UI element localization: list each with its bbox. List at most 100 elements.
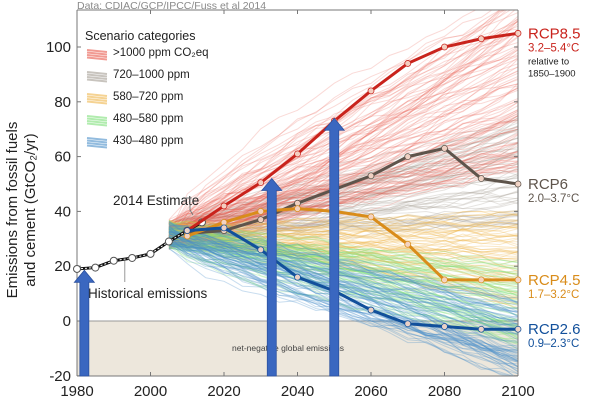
ensemble-line — [168, 36, 518, 232]
series-line-rcp26 — [187, 226, 518, 331]
y-axis-label: Emissions from fossil fuels and cement (G… — [4, 122, 39, 299]
estimate-leader — [185, 197, 194, 216]
ensemble-line — [168, 222, 518, 284]
y-tick-label: 100 — [46, 39, 71, 56]
ensemble-line — [168, 228, 518, 309]
series-note: 1850–1900 — [528, 68, 576, 79]
ensemble-line — [168, 231, 518, 351]
ensemble-line — [168, 23, 518, 247]
ensemble-line — [168, 238, 516, 376]
ensemble-line — [168, 244, 518, 288]
ensemble-line — [168, 83, 518, 221]
ensemble-line — [168, 234, 518, 321]
ensemble-line — [168, 223, 518, 326]
ensemble-line — [168, 244, 518, 313]
ensemble-line — [168, 230, 518, 363]
series-point — [404, 60, 412, 67]
ensemble-line — [168, 189, 518, 232]
ensemble-line — [168, 223, 518, 294]
ensemble-line — [168, 20, 518, 236]
ensemble-line — [168, 239, 518, 249]
ensemble-line — [168, 221, 518, 322]
up-arrow — [260, 177, 283, 377]
series-point — [257, 207, 265, 215]
ensemble-line — [168, 233, 518, 242]
ensemble-line — [168, 216, 518, 246]
ensemble-line — [168, 220, 518, 321]
data-source: Data: CDIAC/GCP/IPCC/Fuss et al 2014 — [77, 0, 266, 12]
ensemble-line — [168, 244, 518, 331]
y-tick-label: 0 — [63, 313, 71, 330]
ensemble-line — [168, 157, 518, 234]
ensemble-line — [168, 228, 518, 331]
ensemble-line — [168, 224, 518, 247]
ensemble-line — [168, 239, 518, 311]
ensemble-line — [168, 230, 518, 274]
ensemble-line — [168, 222, 518, 335]
ensemble-line — [168, 220, 518, 231]
ensemble-line — [168, 233, 518, 310]
estimate-annotation: 2014 Estimate — [113, 193, 199, 208]
ensemble-line — [168, 148, 518, 249]
ensemble-line — [168, 227, 518, 317]
ensemble-line — [168, 210, 518, 228]
ensemble-line — [168, 99, 518, 229]
ensemble-line — [168, 233, 518, 363]
ensemble-line — [168, 201, 518, 244]
ensemble-line — [168, 118, 518, 225]
ensemble-line — [168, 49, 518, 226]
series-point — [477, 325, 485, 333]
x-tick-label: 2080 — [428, 383, 461, 400]
ensemble-line — [168, 213, 518, 232]
ensemble-line — [168, 233, 518, 375]
ensemble-line — [168, 175, 518, 243]
ensemble-line — [168, 230, 518, 266]
legend-label: >1000 ppm CO₂eq — [113, 47, 209, 59]
ensemble-line — [168, 243, 515, 376]
ensemble-line — [168, 70, 518, 242]
ensemble-line — [168, 231, 518, 336]
ensemble-line — [168, 224, 518, 242]
ensemble-line — [168, 78, 518, 234]
ensemble-line — [168, 199, 518, 222]
ensemble-line — [168, 239, 518, 319]
legend-label: 430–480 ppm — [113, 135, 183, 147]
ensemble-line — [168, 227, 518, 335]
ensemble-line — [168, 236, 518, 361]
ensemble-line — [168, 222, 518, 370]
series-point — [257, 179, 265, 187]
series-range-label: 3.2–5.4°C — [528, 42, 579, 54]
ensemble-line — [168, 236, 518, 358]
ensemble-line — [168, 170, 518, 247]
ensemble-line — [168, 210, 518, 238]
legend-swatch — [86, 137, 108, 149]
ensemble-line — [168, 232, 518, 299]
ensemble-line — [168, 224, 518, 280]
ensemble-line — [168, 247, 518, 358]
legend-label: 480–580 ppm — [113, 113, 183, 125]
ensemble-line — [168, 235, 518, 303]
series-point — [294, 205, 301, 213]
ensemble-line — [168, 32, 518, 227]
ensemble-line — [168, 25, 518, 230]
ensemble-line — [168, 227, 518, 305]
ensemble-line — [168, 224, 518, 312]
ensemble-line — [168, 224, 518, 239]
ensemble-line — [168, 223, 518, 285]
ensemble-line — [168, 166, 518, 232]
ensemble-line — [168, 228, 518, 352]
ensemble-line — [168, 230, 518, 298]
ensemble-line — [168, 243, 518, 342]
series-line-rcp85 — [186, 31, 519, 232]
ensemble-line — [168, 86, 518, 228]
ensemble-line — [168, 163, 518, 224]
ensemble-line — [168, 240, 518, 304]
series-label: RCP2.6 — [528, 321, 581, 338]
x-tick-label: 1980 — [60, 383, 93, 400]
ensemble-line — [168, 237, 518, 253]
historical-point — [109, 256, 118, 265]
ensemble-line — [168, 231, 518, 333]
ensemble-line — [168, 223, 518, 246]
ensemble-line — [168, 222, 518, 332]
ensemble-line — [168, 245, 518, 329]
